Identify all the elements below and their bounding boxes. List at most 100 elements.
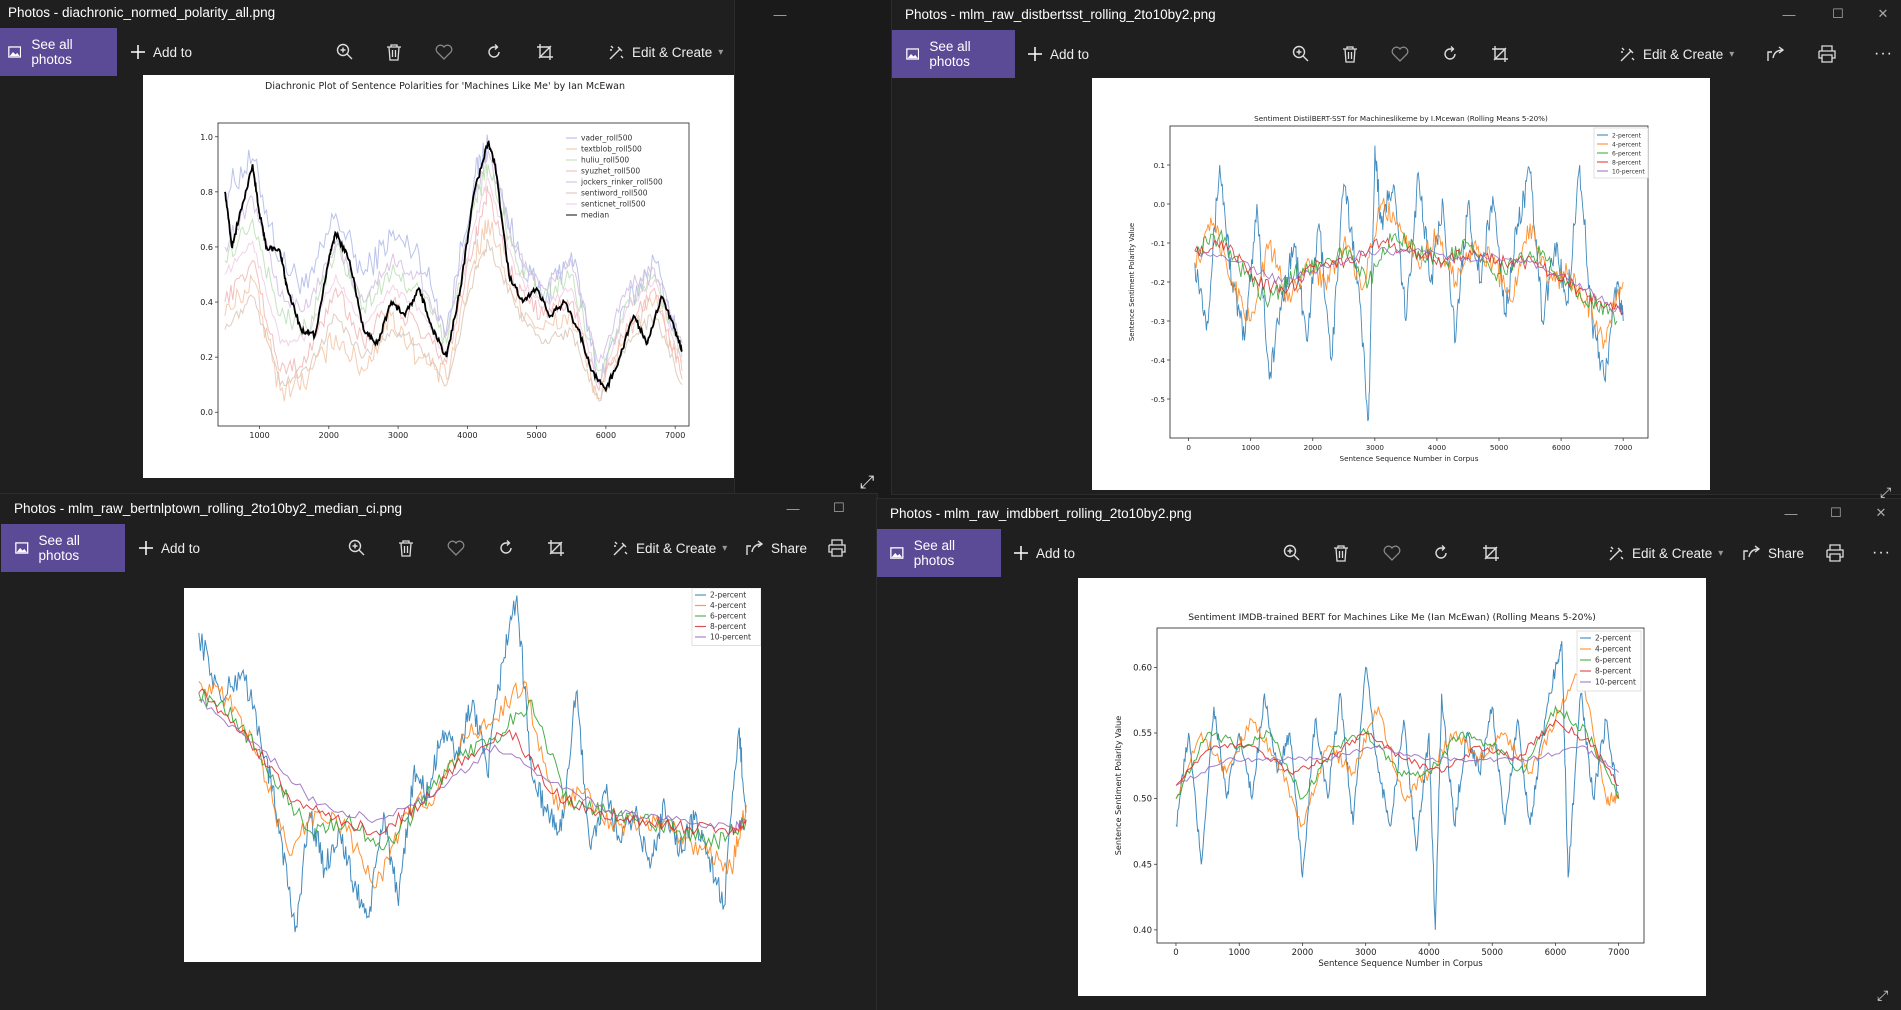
crop-button[interactable] xyxy=(547,524,565,572)
edit-create-button[interactable]: Edit & Create ▾ xyxy=(608,28,723,76)
share-button[interactable]: Share xyxy=(746,524,807,572)
legend-label: 4-percent xyxy=(710,601,746,610)
crop-button[interactable] xyxy=(1491,30,1509,78)
favorite-button[interactable] xyxy=(1391,30,1409,78)
w2-resize-icon[interactable]: ⤢ xyxy=(1880,484,1892,500)
delete-button[interactable] xyxy=(1342,30,1358,78)
heart-icon xyxy=(447,540,465,556)
zoom-icon xyxy=(1283,544,1300,561)
maximize-icon[interactable]: ☐ xyxy=(833,500,845,515)
print-button[interactable] xyxy=(828,524,846,572)
series-line-median xyxy=(224,139,683,393)
delete-button[interactable] xyxy=(1333,529,1349,577)
minimize-icon[interactable]: — xyxy=(1784,505,1798,521)
zoom-button[interactable] xyxy=(348,524,366,572)
title-bar[interactable]: Photos - mlm_raw_bertnlptown_rolling_2to… xyxy=(0,494,877,524)
more-options-button[interactable]: ··· xyxy=(1872,529,1891,577)
edit-create-button[interactable]: Edit & Create ▾ xyxy=(612,524,727,572)
photos-icon xyxy=(906,48,920,60)
window-title: Photos - mlm_raw_imdbbert_rolling_2to10b… xyxy=(890,506,1192,521)
image-canvas: Sentiment DistilBERT-SST for Machineslik… xyxy=(1092,78,1710,490)
add-to-label: Add to xyxy=(161,540,201,556)
photos-icon xyxy=(15,542,29,554)
title-bar[interactable]: Photos - diachronic_normed_polarity_all.… xyxy=(0,0,734,28)
add-to-button[interactable]: Add to xyxy=(1027,30,1089,78)
trash-icon xyxy=(399,540,413,557)
chevron-down-icon: ▾ xyxy=(722,542,728,554)
title-bar[interactable]: Photos - mlm_raw_distbertsst_rolling_2to… xyxy=(892,0,1901,30)
favorite-button[interactable] xyxy=(447,524,465,572)
series-line-senticnet_roll500 xyxy=(224,177,683,386)
add-to-button[interactable]: Add to xyxy=(130,28,192,76)
add-to-button[interactable]: Add to xyxy=(138,524,200,572)
maximize-icon[interactable]: ☐ xyxy=(1832,6,1844,21)
chevron-down-icon: ▾ xyxy=(1729,48,1735,60)
print-button[interactable] xyxy=(1818,30,1836,78)
y-tick-label: -0.4 xyxy=(1151,356,1165,365)
y-tick-label: 0.8 xyxy=(200,188,213,197)
legend-label: median xyxy=(581,211,609,220)
w1-minimize-icon[interactable]: — xyxy=(773,6,787,22)
maximize-icon[interactable]: ☐ xyxy=(1830,505,1842,520)
y-axis-label: Sentence Sentiment Polarity Value xyxy=(1114,716,1123,856)
zoom-button[interactable] xyxy=(336,28,354,76)
favorite-button[interactable] xyxy=(1383,529,1401,577)
rotate-button[interactable] xyxy=(1432,529,1450,577)
legend-label: 2-percent xyxy=(1612,133,1642,140)
zoom-button[interactable] xyxy=(1283,529,1301,577)
minimize-icon[interactable]: — xyxy=(786,500,800,516)
rotate-button[interactable] xyxy=(485,28,503,76)
w1-resize-icon[interactable]: ⤢ xyxy=(860,472,875,492)
window-title: Photos - mlm_raw_bertnlptown_rolling_2to… xyxy=(14,501,402,516)
title-bar[interactable]: Photos - mlm_raw_imdbbert_rolling_2to10b… xyxy=(877,499,1901,529)
resize-icon[interactable]: ⤢ xyxy=(1877,987,1889,1003)
see-all-photos-button[interactable]: See all photos xyxy=(877,529,1001,577)
series-line-10-percent xyxy=(1194,246,1624,314)
see-all-photos-button[interactable]: See all photos xyxy=(0,28,117,76)
heart-icon xyxy=(1383,545,1401,561)
rotate-icon xyxy=(1435,545,1447,559)
share-icon xyxy=(1743,545,1761,560)
share-button[interactable]: Share xyxy=(1743,529,1804,577)
x-tick-label: 3000 xyxy=(1366,443,1385,452)
legend-label: sentiword_roll500 xyxy=(581,189,648,198)
image-canvas: Diachronic Plot of Sentence Polarities f… xyxy=(143,75,734,478)
print-button[interactable] xyxy=(1826,529,1844,577)
y-tick-label: 0.4 xyxy=(200,298,213,307)
chart-distilbert-sst: Sentiment DistilBERT-SST for Machineslik… xyxy=(1128,114,1649,463)
trash-icon xyxy=(1334,545,1348,562)
see-all-photos-label: See all photos xyxy=(929,39,971,69)
print-icon xyxy=(1826,544,1844,562)
x-axis-label: Sentence Sequence Number in Corpus xyxy=(1340,454,1479,463)
zoom-icon xyxy=(348,539,365,556)
more-options-button[interactable]: ··· xyxy=(1874,30,1893,78)
favorite-button[interactable] xyxy=(435,28,453,76)
crop-button[interactable] xyxy=(1482,529,1500,577)
series-line-sentiword_roll500 xyxy=(224,238,683,402)
delete-button[interactable] xyxy=(398,524,414,572)
x-tick-label: 7000 xyxy=(1608,948,1630,958)
zoom-button[interactable] xyxy=(1292,30,1310,78)
edit-create-button[interactable]: Edit & Create ▾ xyxy=(1619,30,1734,78)
edit-create-button[interactable]: Edit & Create ▾ xyxy=(1608,529,1723,577)
crop-button[interactable] xyxy=(536,28,554,76)
x-tick-label: 0 xyxy=(1186,443,1191,452)
legend-label: 8-percent xyxy=(1595,667,1631,676)
series-line-8-percent xyxy=(1175,719,1619,786)
x-tick-label: 6000 xyxy=(596,431,616,440)
close-icon[interactable]: ✕ xyxy=(1875,505,1887,520)
see-all-photos-button[interactable]: See all photos xyxy=(1,524,125,572)
rotate-button[interactable] xyxy=(497,524,515,572)
y-tick-label: -0.3 xyxy=(1151,317,1165,326)
delete-button[interactable] xyxy=(386,28,402,76)
share-button[interactable] xyxy=(1767,30,1785,78)
add-to-button[interactable]: Add to xyxy=(1013,529,1075,577)
minimize-icon[interactable]: — xyxy=(1782,6,1796,22)
rotate-button[interactable] xyxy=(1441,30,1459,78)
y-tick-label: 0.6 xyxy=(200,243,213,252)
y-tick-label: 0.0 xyxy=(1154,200,1166,209)
close-icon[interactable]: ✕ xyxy=(1877,6,1889,21)
see-all-photos-button[interactable]: See all photos xyxy=(892,30,1015,78)
legend-label: huliu_roll500 xyxy=(581,156,629,165)
